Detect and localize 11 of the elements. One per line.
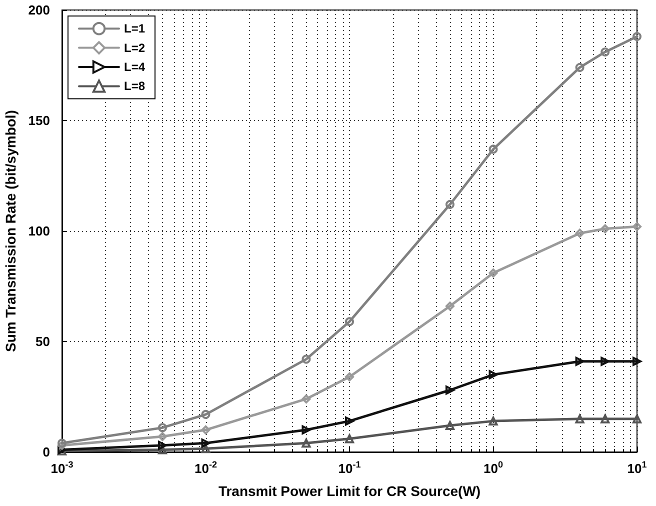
y-tick-label: 50 xyxy=(36,334,50,349)
legend-label: L=8 xyxy=(124,79,146,94)
x-axis-title: Transmit Power Limit for CR Source(W) xyxy=(218,483,481,499)
legend-label: L=4 xyxy=(124,60,146,74)
legend-label: L=1 xyxy=(124,22,146,36)
y-tick-label: 150 xyxy=(28,113,50,128)
y-tick-label: 100 xyxy=(28,224,50,238)
y-tick-label: 0 xyxy=(42,444,50,460)
legend-label: L=2 xyxy=(124,40,146,55)
y-tick-label: 200 xyxy=(28,2,50,18)
y-axis-title: Sum Transmission Rate (bit/symbol) xyxy=(2,110,18,352)
